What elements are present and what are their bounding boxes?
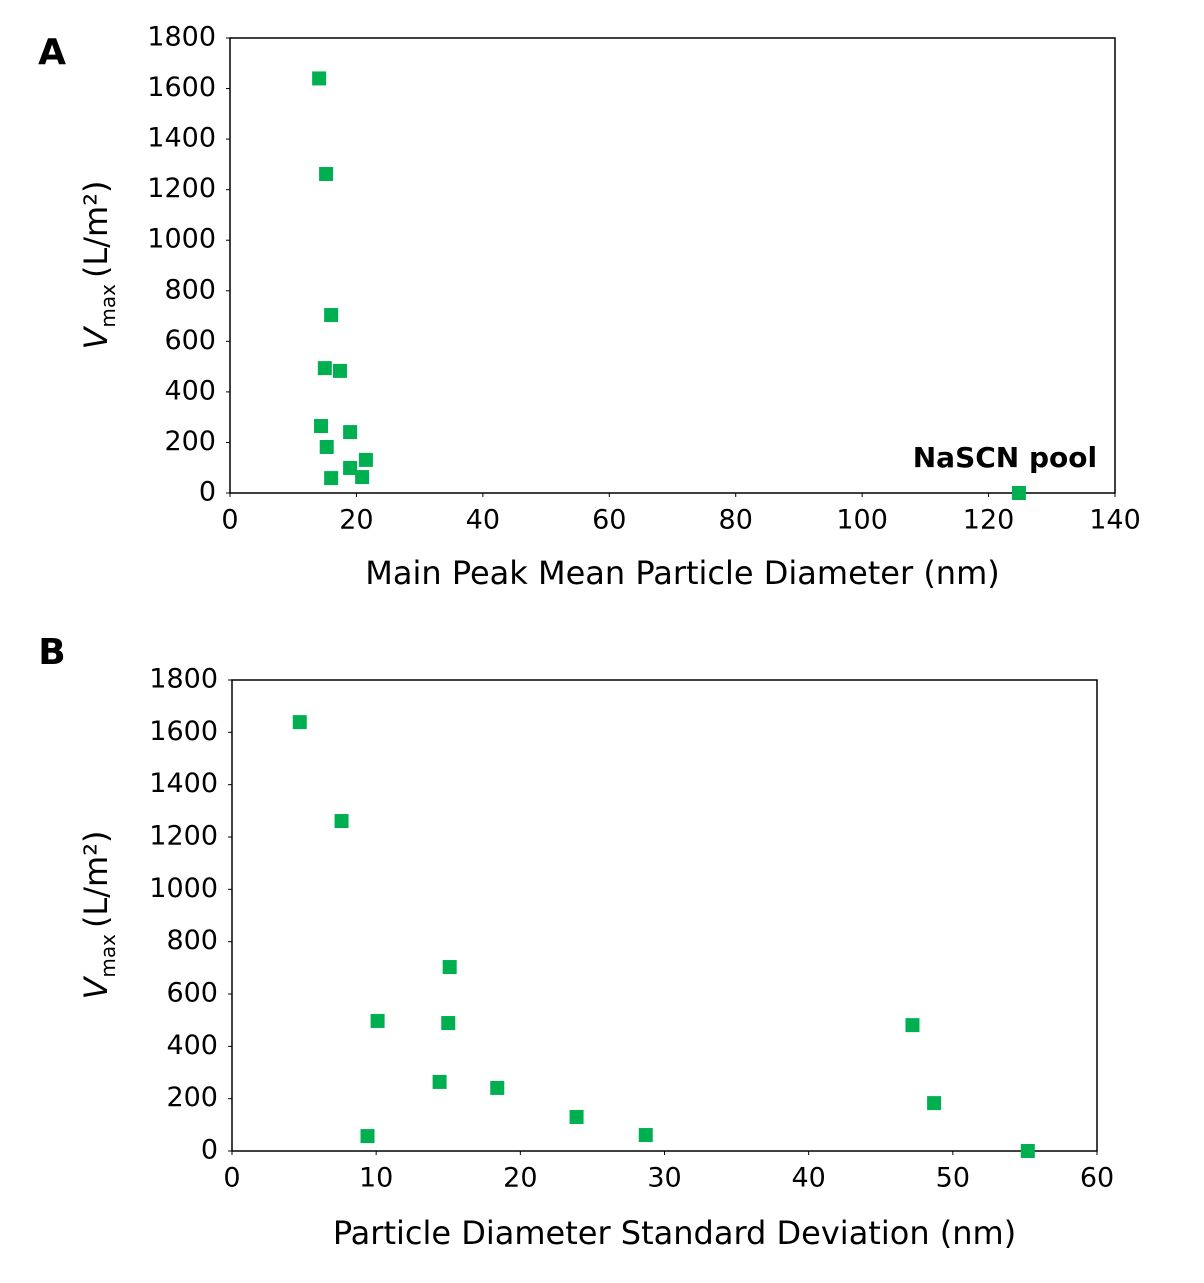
panel-label: B xyxy=(38,632,65,673)
y-tick-label: 800 xyxy=(164,274,216,305)
y-axis-unit: (L/m²) xyxy=(77,830,115,928)
y-tick-label: 0 xyxy=(199,477,216,508)
y-tick-label: 1200 xyxy=(149,821,218,852)
y-tick-label: 600 xyxy=(164,325,216,356)
x-tick-label: 10 xyxy=(359,1163,393,1194)
point xyxy=(638,1128,653,1143)
point xyxy=(319,166,334,181)
annotation: NaSCN pool xyxy=(913,441,1097,474)
x-tick-label: 60 xyxy=(592,505,626,536)
point xyxy=(441,1016,456,1031)
x-tick-label: 120 xyxy=(963,505,1015,536)
point xyxy=(370,1013,385,1028)
plot-frame xyxy=(229,37,1116,494)
y-axis-label: Vmax (L/m²) xyxy=(77,830,120,999)
x-tick-label: 140 xyxy=(1089,505,1141,536)
x-axis-label: Main Peak Mean Particle Diameter (nm) xyxy=(365,554,999,592)
point xyxy=(314,419,329,434)
y-tick-label: 400 xyxy=(166,1030,218,1061)
point xyxy=(432,1074,447,1089)
x-tick-label: 50 xyxy=(936,1163,970,1194)
y-tick-label: 800 xyxy=(166,925,218,956)
y-tick-label: 1000 xyxy=(149,873,218,904)
y-tick-label: 1400 xyxy=(147,123,216,154)
x-tick-label: 40 xyxy=(791,1163,825,1194)
point xyxy=(343,460,358,475)
point xyxy=(442,960,457,975)
y-tick-label: 1000 xyxy=(147,224,216,255)
point xyxy=(569,1109,584,1124)
x-tick-label: 0 xyxy=(223,1163,240,1194)
y-axis-label: Vmax (L/m²) xyxy=(77,180,120,349)
x-tick-label: 40 xyxy=(466,505,500,536)
y-axis-symbol: V xyxy=(77,326,115,350)
y-tick-label: 200 xyxy=(164,426,216,457)
y-tick-label: 400 xyxy=(164,375,216,406)
x-tick-label: 60 xyxy=(1080,1163,1114,1194)
point xyxy=(490,1080,505,1095)
x-tick-label: 20 xyxy=(503,1163,537,1194)
x-tick-label: 100 xyxy=(836,505,888,536)
x-tick-label: 80 xyxy=(719,505,753,536)
point xyxy=(905,1018,920,1033)
y-tick-label: 600 xyxy=(166,978,218,1009)
point xyxy=(317,361,332,376)
point xyxy=(927,1096,942,1111)
y-axis-subscript: max xyxy=(96,284,120,328)
y-tick-label: 200 xyxy=(166,1082,218,1113)
plot-frame xyxy=(231,679,1098,1152)
point xyxy=(1020,1144,1035,1158)
point xyxy=(319,439,334,454)
point xyxy=(355,470,370,485)
x-axis-label: Particle Diameter Standard Deviation (nm… xyxy=(333,1214,1016,1252)
y-tick-label: 1200 xyxy=(147,173,216,204)
y-tick-label: 1800 xyxy=(147,22,216,53)
y-tick-label: 1600 xyxy=(149,716,218,747)
y-axis-subscript: max xyxy=(96,934,120,978)
y-tick-label: 0 xyxy=(201,1135,218,1166)
panel-label: A xyxy=(38,32,66,73)
y-axis-unit: (L/m²) xyxy=(77,180,115,278)
x-tick-label: 0 xyxy=(221,505,238,536)
point xyxy=(358,452,373,467)
point xyxy=(360,1129,375,1144)
point xyxy=(1011,486,1026,500)
x-tick-label: 20 xyxy=(339,505,373,536)
point xyxy=(312,71,327,86)
point xyxy=(332,363,347,378)
point xyxy=(343,425,358,440)
point xyxy=(292,715,307,730)
point xyxy=(334,814,349,829)
y-tick-label: 1400 xyxy=(149,768,218,799)
x-tick-label: 30 xyxy=(647,1163,681,1194)
point xyxy=(324,308,339,323)
y-tick-label: 1800 xyxy=(149,664,218,695)
y-tick-label: 1600 xyxy=(147,72,216,103)
point xyxy=(324,471,339,486)
y-axis-symbol: V xyxy=(77,976,115,1000)
